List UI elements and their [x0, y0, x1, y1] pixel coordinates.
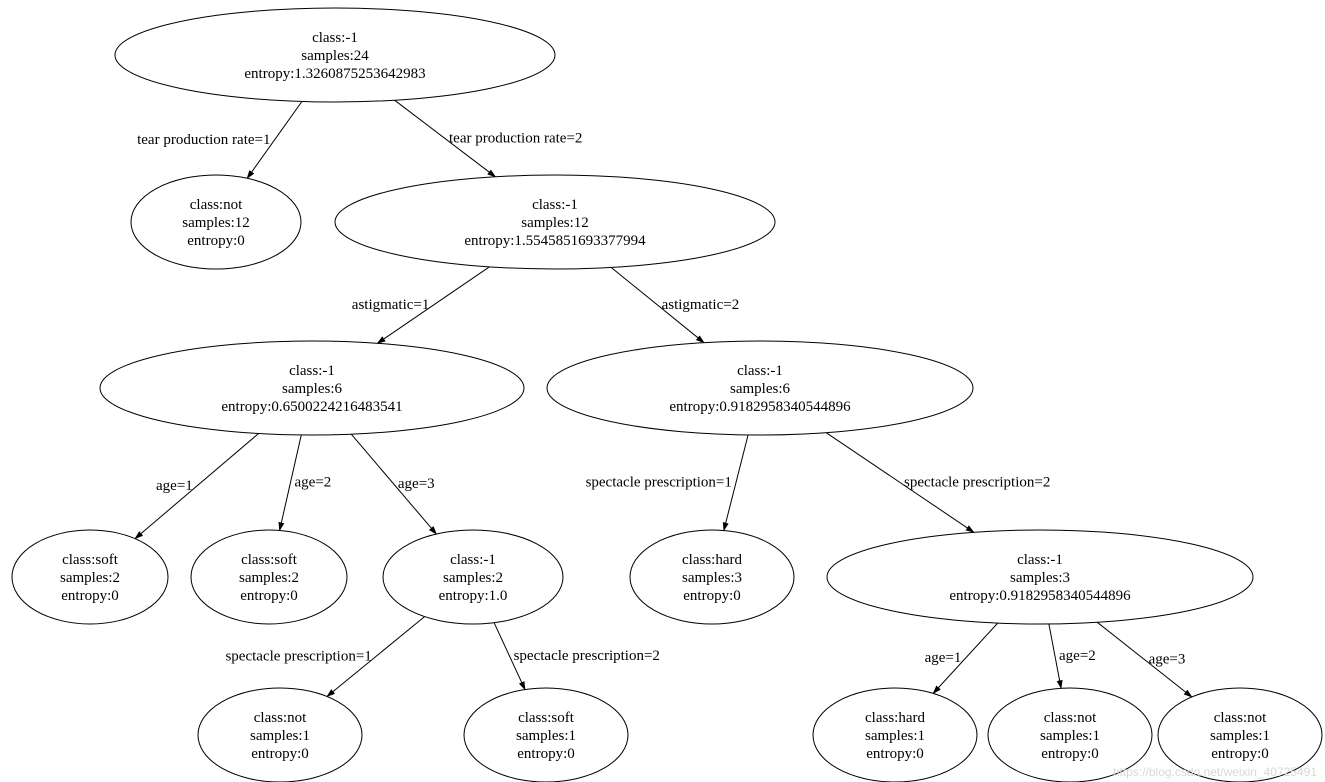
node-text-line: samples:1 — [516, 728, 576, 744]
edge-label: age=1 — [156, 478, 193, 494]
node-text-line: entropy:1.0 — [439, 588, 508, 604]
tree-node: class:-1 samples:12 entropy:1.554585169337… — [335, 175, 775, 269]
edge-label: age=1 — [925, 650, 962, 666]
watermark-text: https://blog.csdn.net/weixin_40725491 — [1113, 765, 1317, 779]
tree-node: class:soft samples:1 entropy:0 — [464, 688, 628, 782]
tree-node: class:-1 samples:6 entropy:0.9182958340544… — [547, 341, 973, 435]
tree-node: class:-1 samples:2 entropy:1.0 — [383, 530, 563, 624]
node-text-line: class:-1 — [1017, 552, 1063, 568]
node-text-line: samples:24 — [301, 48, 369, 64]
edge-label: astigmatic=2 — [662, 297, 740, 313]
tree-node: class:soft samples:2 entropy:0 — [191, 530, 347, 624]
node-text-line: class:-1 — [289, 363, 335, 379]
edge-label: age=3 — [398, 476, 435, 492]
node-text-line: class:soft — [62, 552, 119, 568]
decision-tree-diagram: tear production rate=1 tear production ra… — [0, 0, 1325, 782]
node-text-line: samples:12 — [182, 215, 250, 231]
node-text-line: class:-1 — [450, 552, 496, 568]
node-text-line: entropy:1.3260875253642983 — [244, 66, 425, 82]
tree-node: class:not samples:1 entropy:0 — [198, 688, 362, 782]
node-text-line: samples:2 — [443, 570, 503, 586]
node-text-line: class:soft — [241, 552, 298, 568]
node-text-line: entropy:0.9182958340544896 — [669, 399, 851, 415]
edge-label: spectacle prescription=1 — [225, 649, 371, 665]
nodes-layer: class:-1 samples:24 entropy:1.326087525364… — [12, 8, 1322, 782]
tree-node: class:hard samples:3 entropy:0 — [630, 530, 794, 624]
node-text-line: class:hard — [865, 710, 925, 726]
node-text-line: class:-1 — [312, 30, 358, 46]
node-text-line: class:not — [1044, 710, 1097, 726]
node-text-line: samples:6 — [282, 381, 342, 397]
node-text-line: samples:12 — [521, 215, 589, 231]
node-text-line: samples:2 — [60, 570, 120, 586]
node-text-line: entropy:0 — [251, 746, 309, 762]
node-text-line: entropy:0.6500224216483541 — [221, 399, 402, 415]
tree-edge — [135, 434, 259, 539]
node-text-line: samples:1 — [250, 728, 310, 744]
node-text-line: samples:3 — [682, 570, 742, 586]
edge-label: age=2 — [1059, 648, 1096, 664]
tree-node: class:hard samples:1 entropy:0 — [813, 688, 977, 782]
node-text-line: class:-1 — [532, 197, 578, 213]
node-text-line: entropy:0 — [240, 588, 298, 604]
tree-node: class:-1 samples:24 entropy:1.326087525364… — [115, 8, 555, 102]
edge-label: spectacle prescription=2 — [904, 475, 1050, 491]
node-text-line: entropy:0 — [683, 588, 741, 604]
node-text-line: class:not — [254, 710, 307, 726]
node-text-line: samples:6 — [730, 381, 790, 397]
node-text-line: class:soft — [518, 710, 575, 726]
node-text-line: class:not — [1214, 710, 1267, 726]
node-text-line: entropy:1.5545851693377994 — [464, 233, 646, 249]
edge-label: tear production rate=1 — [137, 132, 270, 148]
node-text-line: samples:1 — [865, 728, 925, 744]
edge-label: spectacle prescription=1 — [586, 475, 732, 491]
node-text-line: entropy:0 — [61, 588, 119, 604]
tree-node: class:-1 samples:6 entropy:0.6500224216483… — [100, 341, 524, 435]
node-text-line: samples:3 — [1010, 570, 1070, 586]
node-text-line: class:-1 — [737, 363, 783, 379]
node-text-line: class:hard — [682, 552, 742, 568]
node-text-line: samples:1 — [1210, 728, 1270, 744]
edge-label: age=3 — [1149, 652, 1186, 668]
node-text-line: entropy:0 — [517, 746, 575, 762]
edge-label: astigmatic=1 — [352, 297, 430, 313]
node-text-line: entropy:0 — [1041, 746, 1099, 762]
tree-node: class:-1 samples:3 entropy:0.9182958340544… — [827, 530, 1253, 624]
tree-node: class:soft samples:2 entropy:0 — [12, 530, 168, 624]
edge-label: tear production rate=2 — [449, 131, 582, 147]
node-text-line: entropy:0.9182958340544896 — [949, 588, 1131, 604]
node-text-line: entropy:0 — [1211, 746, 1269, 762]
node-text-line: samples:2 — [239, 570, 299, 586]
node-text-line: class:not — [190, 197, 243, 213]
edge-label: spectacle prescription=2 — [514, 648, 660, 664]
tree-node: class:not samples:12 entropy:0 — [131, 175, 301, 269]
node-text-line: entropy:0 — [866, 746, 924, 762]
node-text-line: samples:1 — [1040, 728, 1100, 744]
edge-label: age=2 — [295, 475, 332, 491]
node-text-line: entropy:0 — [187, 233, 245, 249]
